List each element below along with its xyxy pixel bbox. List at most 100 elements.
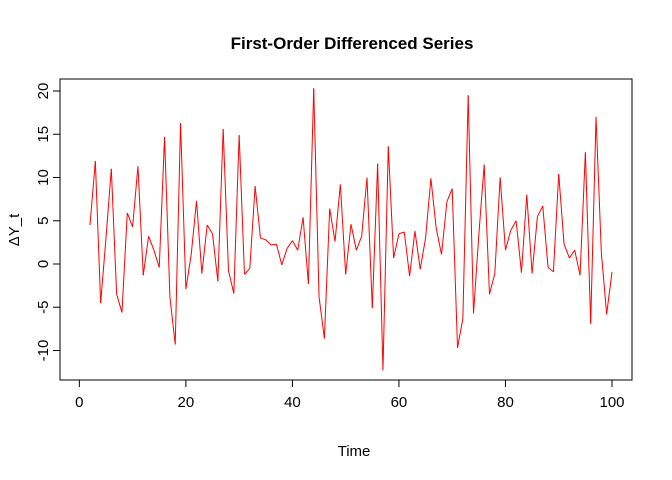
line-segment bbox=[148, 236, 155, 251]
line-segment bbox=[254, 186, 261, 239]
line-segment bbox=[462, 95, 469, 319]
y-tick-label: 20 bbox=[35, 83, 52, 100]
line-segment bbox=[190, 200, 198, 255]
line-segment bbox=[398, 231, 405, 235]
line-segment bbox=[382, 146, 389, 371]
line-segment bbox=[590, 116, 597, 324]
line-segment bbox=[499, 177, 506, 251]
line-segment bbox=[137, 166, 144, 276]
line-segment bbox=[441, 201, 448, 255]
line-segment bbox=[126, 212, 134, 227]
y-tick-label: 10 bbox=[35, 169, 52, 186]
chart-title: First-Order Differenced Series bbox=[231, 34, 474, 53]
line-segment bbox=[574, 250, 581, 276]
line-segment bbox=[361, 177, 368, 237]
line-segment bbox=[297, 217, 304, 251]
line-segment bbox=[414, 231, 421, 270]
line-segment bbox=[366, 177, 373, 309]
y-axis: -10 -5 0 5 10 15 20 bbox=[35, 83, 61, 362]
line-segment bbox=[94, 161, 102, 303]
series-layer bbox=[89, 88, 613, 371]
y-tick-label: 15 bbox=[35, 126, 52, 143]
x-tick-label: 40 bbox=[284, 394, 301, 411]
line-segment bbox=[222, 129, 229, 271]
y-tick-label: -5 bbox=[35, 301, 52, 314]
line-segment bbox=[542, 205, 549, 268]
line-segment bbox=[307, 88, 315, 284]
line-segment bbox=[196, 200, 203, 274]
line-segment bbox=[579, 152, 586, 276]
line-segment bbox=[377, 163, 384, 371]
line-segment bbox=[249, 186, 256, 269]
line-segment bbox=[489, 273, 496, 295]
y-tick-label: -10 bbox=[35, 340, 52, 362]
line-segment bbox=[526, 194, 533, 274]
x-tick-label: 20 bbox=[178, 394, 195, 411]
line-segment bbox=[206, 224, 213, 234]
line-segment bbox=[185, 254, 192, 290]
line-segment bbox=[393, 233, 400, 259]
line-segment bbox=[121, 212, 128, 313]
line-segment bbox=[180, 122, 187, 290]
line-segment bbox=[238, 135, 245, 275]
x-axis-label: Time bbox=[338, 443, 371, 460]
line-segment bbox=[339, 184, 347, 275]
x-tick-label: 100 bbox=[599, 394, 624, 411]
line-segment bbox=[536, 205, 544, 217]
line-segment bbox=[494, 177, 501, 274]
line-segment bbox=[212, 233, 219, 282]
line-segment bbox=[409, 231, 416, 277]
line-segment bbox=[158, 136, 166, 268]
line-segment bbox=[89, 161, 96, 226]
x-axis: 0 20 40 60 80 100 bbox=[75, 379, 625, 411]
line-segment bbox=[430, 178, 437, 229]
line-segment bbox=[403, 231, 411, 277]
line-segment bbox=[371, 163, 379, 309]
line-segment bbox=[291, 240, 299, 251]
line-segment bbox=[132, 166, 139, 227]
line-segment bbox=[446, 188, 453, 202]
y-axis-label: ΔY_t bbox=[6, 213, 23, 246]
line-segment bbox=[100, 238, 107, 303]
x-tick-label: 60 bbox=[391, 394, 408, 411]
line-segment bbox=[281, 248, 288, 266]
line-segment bbox=[265, 239, 272, 246]
line-segment bbox=[510, 220, 517, 231]
line-segment bbox=[329, 208, 336, 242]
line-segment bbox=[478, 164, 485, 235]
x-tick-label: 0 bbox=[75, 394, 83, 411]
line-segment bbox=[606, 271, 613, 315]
line-segment bbox=[558, 174, 565, 245]
line-segment bbox=[473, 234, 480, 314]
line-segment bbox=[552, 174, 560, 272]
line-segment bbox=[350, 224, 357, 251]
line-segment bbox=[387, 146, 395, 258]
line-segment bbox=[515, 220, 522, 273]
line-segment bbox=[531, 216, 538, 274]
y-tick-label: 5 bbox=[35, 217, 52, 225]
line-segment bbox=[217, 129, 224, 282]
line-segment bbox=[201, 225, 208, 274]
line-segment bbox=[467, 95, 475, 314]
line-segment bbox=[174, 122, 182, 345]
line-segment bbox=[244, 267, 251, 275]
line-segment bbox=[504, 230, 512, 251]
line-segment bbox=[483, 164, 490, 295]
line-segment bbox=[568, 249, 576, 259]
line-segment bbox=[271, 243, 277, 246]
line-segment bbox=[600, 252, 608, 315]
series-line bbox=[89, 88, 613, 371]
line-segment bbox=[547, 267, 554, 273]
line-segment bbox=[451, 188, 459, 348]
line-segment bbox=[116, 294, 123, 313]
line-segment bbox=[425, 178, 432, 239]
line-segment bbox=[286, 240, 293, 249]
line-segment bbox=[419, 237, 427, 270]
y-tick-label: 0 bbox=[35, 260, 52, 268]
line-segment bbox=[323, 208, 331, 339]
line-segment bbox=[457, 318, 464, 348]
line-segment bbox=[334, 184, 341, 242]
line-segment bbox=[233, 135, 240, 294]
